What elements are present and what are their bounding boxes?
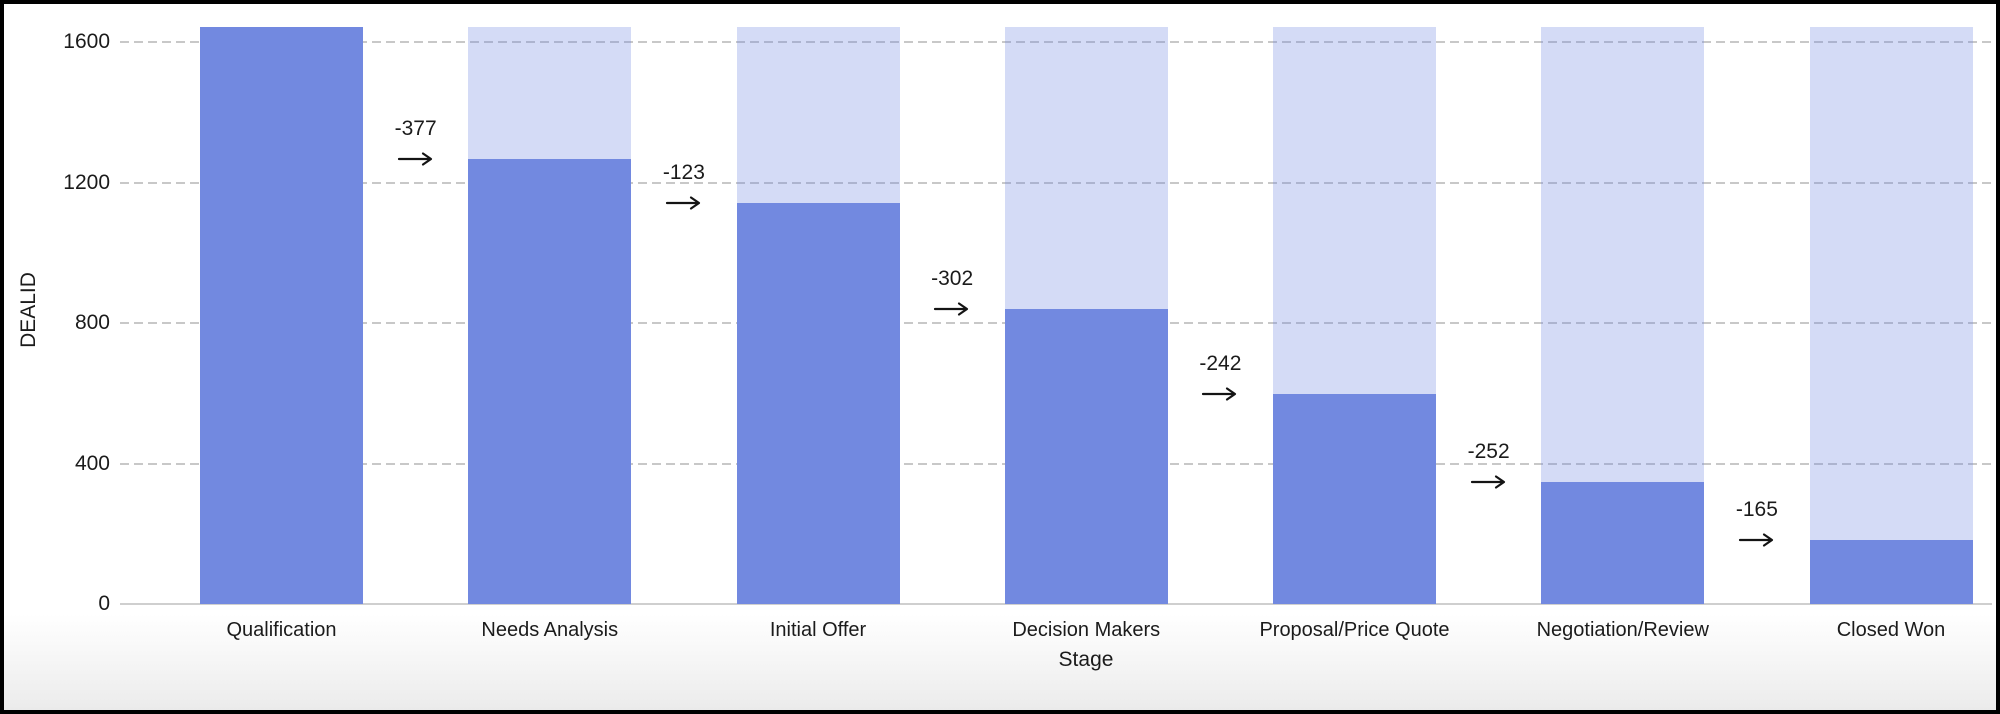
bar-closed-won[interactable] (1809, 540, 1973, 604)
y-tick-label-1600: 1600 (63, 30, 110, 53)
stage-delta-label-4: -242 (1199, 351, 1242, 375)
right-arrow-icon (397, 151, 435, 167)
stage-delta-label-5: -252 (1467, 440, 1510, 464)
bar-initial-offer[interactable] (736, 202, 900, 604)
gridline-1600 (120, 41, 1992, 43)
bar-negotiation-review[interactable] (1541, 482, 1705, 604)
right-arrow-icon (1470, 474, 1508, 490)
stage-delta-label-1: -377 (394, 117, 437, 141)
right-arrow-icon (1201, 386, 1239, 402)
x-category-label-closed-won: Closed Won (1836, 619, 1946, 641)
x-axis-line (120, 603, 1992, 605)
bar-needs-analysis[interactable] (468, 159, 632, 604)
bar-qualification[interactable] (200, 26, 363, 604)
bar-proposal-price-quote[interactable] (1273, 393, 1436, 604)
stage-delta-label-3: -302 (931, 266, 974, 290)
gridline-1200 (120, 181, 1992, 184)
y-tick-label-800: 800 (74, 311, 110, 334)
bar-decision-makers[interactable] (1004, 308, 1168, 604)
right-arrow-icon (1738, 532, 1776, 548)
y-tick-label-1200: 1200 (63, 170, 110, 194)
x-category-label-qualification: Qualification (226, 619, 337, 641)
x-category-label-initial-offer: Initial Offer (769, 619, 867, 641)
x-category-label-proposal-price-quote: Proposal/Price Quote (1259, 619, 1450, 641)
stage-delta-label-6: -165 (1735, 498, 1778, 522)
x-axis-title: Stage (1058, 648, 1114, 671)
x-category-label-needs-analysis: Needs Analysis (481, 619, 619, 641)
bar-backdrop-closed-won (1809, 26, 1973, 604)
x-category-label-negotiation-review: Negotiation/Review (1536, 619, 1709, 641)
right-arrow-icon (665, 195, 703, 211)
y-tick-label-0: 0 (98, 592, 110, 615)
x-category-label-decision-makers: Decision Makers (1012, 619, 1161, 641)
stage-delta-label-2: -123 (662, 160, 705, 184)
right-arrow-icon (933, 301, 971, 317)
y-axis-title: DEALID (17, 272, 40, 348)
y-tick-label-400: 400 (74, 451, 110, 475)
